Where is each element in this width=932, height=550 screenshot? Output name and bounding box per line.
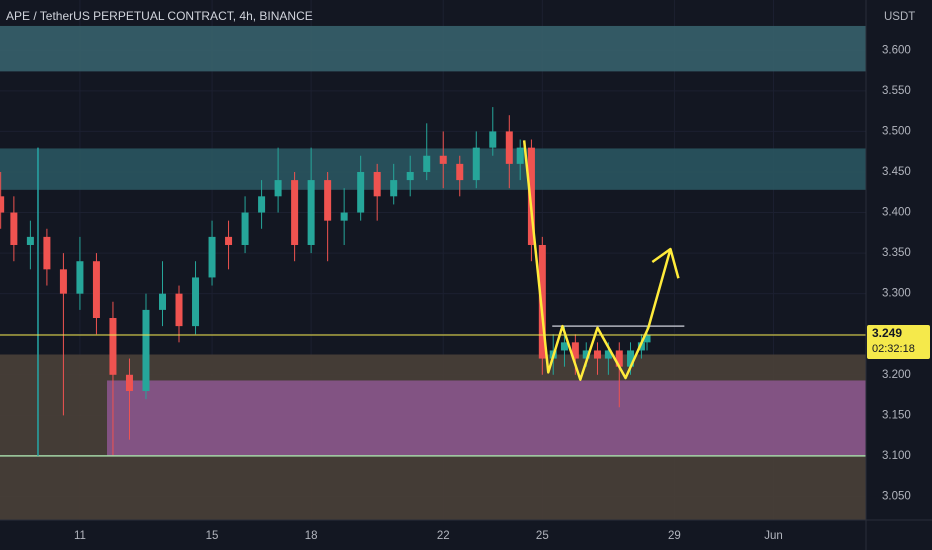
candle-body [208,236,216,278]
y-tick-label: 3.400 [882,207,911,219]
y-tick-label: 3.500 [882,125,911,137]
chart-title: APE / TetherUS PERPETUAL CONTRACT, 4h, B… [6,9,313,23]
candle-body [423,155,431,172]
drawn-path [522,140,672,381]
candle-body [59,269,67,294]
y-tick-label: 3.150 [882,409,911,421]
candle-body [615,350,623,367]
y-tick-label: 3.050 [882,491,911,503]
candle-body [406,171,414,181]
candle-body [604,350,612,359]
candle-body [125,374,133,392]
candle-body [637,342,645,351]
candle-body [505,131,513,164]
y-unit: USDT [884,11,915,23]
candle-body [439,155,447,164]
candle-body [307,180,315,245]
candle-body [291,180,299,245]
y-tick-label: 3.550 [882,85,911,97]
candle-body [571,342,579,359]
candle-body [489,131,497,148]
candle-body [258,196,266,213]
candle-body [643,335,651,343]
candle-body [538,244,546,359]
y-tick-label: 3.200 [882,369,911,381]
candle-body [324,180,332,221]
y-tick-label: 3.450 [882,166,911,178]
candle-body [142,309,150,392]
candle-body [357,171,365,213]
x-tick-label: 15 [206,530,219,542]
candle-body [10,212,18,245]
candle-body [43,236,51,270]
candle-body [109,318,117,375]
x-tick-label: 29 [668,530,681,542]
countdown: 02:32:18 [872,343,915,355]
candle-body [373,171,381,197]
x-tick-label: 11 [74,530,86,542]
price-label: 3.249 [872,326,902,340]
drawn-arrowhead [651,247,680,279]
candle-body [76,261,84,294]
candle-body [241,212,249,245]
candle-body [92,261,100,319]
x-tick-label: 18 [305,530,318,542]
candle-body [527,147,535,245]
candle-body [192,277,200,327]
y-tick-label: 3.350 [882,247,911,259]
x-tick-label: 22 [437,530,450,542]
zone [0,25,866,72]
y-tick-label: 3.100 [882,450,911,462]
x-tick-label: Jun [764,530,783,542]
y-tick-label: 3.300 [882,288,911,300]
y-tick-label: 3.600 [882,44,911,56]
zone [107,380,866,456]
x-tick-label: 25 [536,530,549,542]
candle-body [593,350,601,359]
candle-body [0,196,5,213]
candle-body [390,180,398,197]
candle-body [456,163,464,181]
zone [0,148,866,190]
candle-body [627,350,635,367]
candle-body [158,293,166,310]
candle-body [26,236,34,245]
price-label-bg [867,325,930,360]
candle-body [560,342,568,351]
candle-body [175,293,183,327]
candle-body [225,236,233,245]
plot-area [0,0,866,520]
candle-body [274,180,282,197]
candle-body [340,212,348,221]
candle-body [472,147,480,181]
candle-body [582,350,590,359]
candle-body [516,147,524,164]
